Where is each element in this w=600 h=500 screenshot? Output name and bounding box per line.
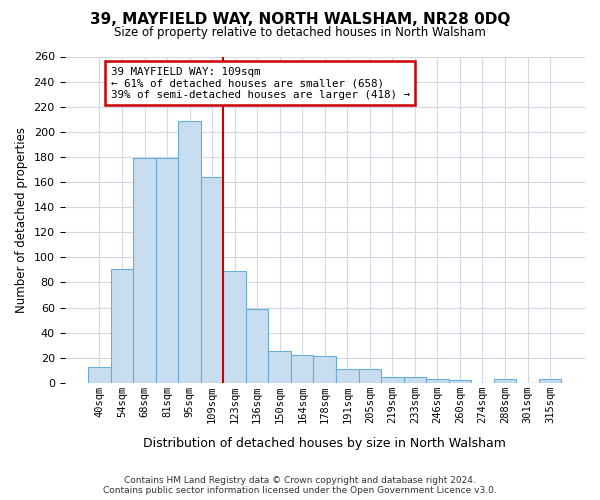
Bar (201, 177, 223, 383)
Bar (133, 158, 156, 383)
Bar (426, 379, 449, 383)
Bar (111, 268, 133, 383)
Y-axis label: Number of detached properties: Number of detached properties (15, 126, 28, 312)
Bar (178, 120, 201, 383)
Text: 39, MAYFIELD WAY, NORTH WALSHAM, NR28 0DQ: 39, MAYFIELD WAY, NORTH WALSHAM, NR28 0D… (90, 12, 510, 28)
Text: Contains HM Land Registry data © Crown copyright and database right 2024.
Contai: Contains HM Land Registry data © Crown c… (103, 476, 497, 495)
Bar (156, 158, 178, 383)
Bar (404, 376, 426, 383)
Bar (291, 355, 313, 383)
Bar (223, 271, 246, 383)
Bar (381, 376, 404, 383)
Bar (336, 369, 359, 383)
Bar (246, 309, 268, 383)
Bar (313, 356, 336, 383)
Bar (359, 369, 381, 383)
Bar (88, 366, 111, 383)
Bar (539, 379, 562, 383)
Text: Size of property relative to detached houses in North Walsham: Size of property relative to detached ho… (114, 26, 486, 39)
X-axis label: Distribution of detached houses by size in North Walsham: Distribution of detached houses by size … (143, 437, 506, 450)
Bar (449, 380, 471, 383)
Bar (494, 379, 516, 383)
Bar (268, 352, 291, 383)
Text: 39 MAYFIELD WAY: 109sqm
← 61% of detached houses are smaller (658)
39% of semi-d: 39 MAYFIELD WAY: 109sqm ← 61% of detache… (111, 66, 410, 100)
